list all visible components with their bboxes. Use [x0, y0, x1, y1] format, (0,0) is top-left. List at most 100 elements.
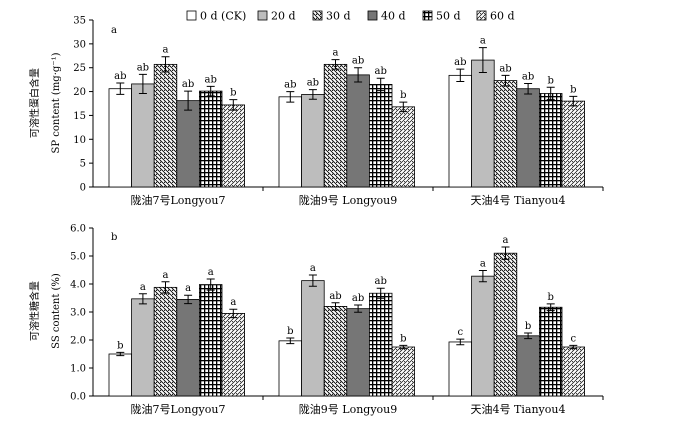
panel-a-sig-letter-40d-g1: ab — [182, 79, 194, 90]
panel-a-sig-letter-50d-g1: ab — [205, 74, 217, 85]
panel-a-sig-letter-30d-g1: a — [163, 45, 169, 56]
panel-b-errorbar-60d-g2 — [399, 344, 408, 350]
legend-swatch-60d — [476, 10, 487, 21]
panel-b-errorbar-30d-g1 — [161, 281, 170, 294]
panel-b-errorbar-40d-g2 — [354, 304, 363, 313]
panel-a-letter: a — [111, 25, 117, 36]
panel-a-errorbar-0d-g2 — [286, 91, 295, 103]
panel-b-errorbar-20d-g2 — [308, 274, 317, 287]
legend-label-20d: 20 d — [271, 10, 296, 23]
legend-item-30d: 30 d — [312, 10, 351, 23]
chart-panel-a: 可溶性蛋白含量 SP content (mg·g⁻¹) a 0 5 10 15 20 25… — [28, 16, 604, 207]
panel-a-errorbar-60d-g3 — [569, 95, 578, 107]
panel-b-ytick-label: 1.0 — [70, 364, 86, 375]
panel-a-bar-40d-g2 — [346, 74, 370, 188]
panel-a-errorbar-30d-g2 — [331, 59, 340, 70]
legend-label-0d: 0 d (CK) — [200, 10, 246, 23]
panel-b-sig-letter-30d-g1: a — [163, 270, 169, 281]
panel-a-errorbar-50d-g1 — [206, 85, 215, 97]
panel-a-bar-40d-g1 — [176, 100, 200, 188]
panel-b-ytick-label: 4.0 — [70, 280, 86, 291]
panel-b-sig-letter-40d-g1: a — [185, 283, 191, 294]
panel-a-errorbar-0d-g1 — [116, 82, 125, 95]
panel-b-errorbar-50d-g2 — [376, 287, 385, 299]
panel-a-errorbar-20d-g1 — [138, 73, 147, 94]
panel-b-bar-40d-g1 — [176, 298, 200, 397]
panel-b-bar-30d-g3 — [493, 252, 518, 397]
panel-a-bar-20d-g1 — [131, 83, 155, 188]
panel-b-errorbar-0d-g2 — [286, 337, 295, 345]
panel-b-ytick-label: 2.0 — [70, 336, 86, 347]
panel-b-bar-40d-g3 — [516, 335, 540, 397]
panel-b-bar-20d-g2 — [301, 280, 325, 397]
panel-a-errorbar-30d-g3 — [501, 74, 510, 87]
panel-a-category-1: 陇油9号 Longyou9 — [299, 193, 397, 207]
panel-a-bar-30d-g3 — [493, 80, 518, 188]
legend-item-40d: 40 d — [367, 10, 406, 23]
panel-a-bar-40d-g3 — [516, 88, 540, 188]
panel-b-sig-letter-30d-g3: a — [503, 235, 509, 246]
panel-a-bar-30d-g2 — [323, 63, 348, 188]
panel-a-sig-letter-30d-g3: ab — [499, 63, 511, 74]
panel-b-bar-60d-g3 — [561, 346, 586, 397]
panel-b-bar-0d-g3 — [448, 341, 473, 397]
panel-a-ytick-label: 35 — [73, 16, 86, 27]
panel-a-bar-0d-g3 — [448, 74, 473, 188]
panel-b-letter: b — [111, 232, 117, 243]
panel-a-ytick-label: 15 — [73, 111, 86, 122]
panel-b-sig-letter-50d-g2: ab — [375, 276, 387, 287]
panel-a-ytick-label: 30 — [73, 39, 86, 50]
panel-b-ylabel-en: SS content (%) — [51, 273, 62, 349]
panel-b-bar-20d-g3 — [471, 275, 495, 397]
panel-a-errorbar-60d-g2 — [399, 101, 408, 113]
panel-b-errorbar-50d-g3 — [546, 303, 555, 312]
panel-b-errorbar-40d-g1 — [184, 294, 193, 305]
panel-a-sig-letter-0d-g1: ab — [114, 71, 126, 82]
panel-a-bar-60d-g1 — [221, 104, 246, 188]
legend-swatch-30d — [312, 10, 323, 21]
legend-item-50d: 50 d — [422, 10, 461, 23]
panel-a-sig-letter-60d-g3: b — [570, 84, 576, 95]
panel-b-errorbar-60d-g3 — [569, 344, 578, 350]
panel-b-category-1: 陇油9号 Longyou9 — [299, 402, 397, 416]
panel-b-sig-letter-20d-g2: a — [310, 263, 316, 274]
panel-b-sig-letter-30d-g2: ab — [329, 291, 341, 302]
panel-a-bar-20d-g3 — [471, 59, 495, 188]
panel-a-bar-50d-g3 — [539, 93, 563, 188]
panel-a-errorbar-50d-g2 — [376, 77, 385, 92]
panel-b-errorbar-30d-g2 — [331, 302, 340, 311]
panel-b-bar-60d-g2 — [391, 346, 416, 397]
panel-a-sig-letter-20d-g1: ab — [137, 62, 149, 73]
panel-b-bar-0d-g2 — [278, 340, 303, 397]
panel-b-ytick-label: 5.0 — [70, 252, 86, 263]
panel-a-bar-30d-g1 — [153, 63, 178, 188]
panel-a-ytick-label: 25 — [73, 63, 86, 74]
legend-label-60d: 60 d — [490, 10, 515, 23]
chart-panel-b: 可溶性糖含量 SS content (%) b 0.0 1.0 2.0 3.0 4.0 5… — [28, 224, 604, 416]
panel-b-category-0: 陇油7号Longyou7 — [131, 402, 226, 416]
panel-a-sig-letter-60d-g2: b — [400, 90, 406, 101]
panel-b-bar-50d-g3 — [539, 306, 563, 397]
panel-b-errorbar-20d-g1 — [138, 293, 147, 305]
panel-a-sig-letter-20d-g3: a — [480, 36, 486, 47]
panel-a-ytick-label: 0 — [80, 183, 86, 194]
panel-a-errorbar-60d-g1 — [229, 99, 238, 111]
panel-b-sig-letter-60d-g3: c — [570, 333, 576, 344]
panel-a-category-2: 天油4号 Tianyou4 — [471, 193, 566, 207]
legend: 0 d (CK) 20 d 30 d 40 d 50 d 60 d — [186, 10, 515, 23]
legend-item-20d: 20 d — [257, 10, 296, 23]
panel-a-errorbar-40d-g3 — [524, 82, 533, 95]
panel-b-bar-50d-g2 — [368, 292, 393, 397]
panel-b-category-2: 天油4号 Tianyou4 — [471, 402, 566, 416]
panel-a-sig-letter-0d-g2: ab — [284, 80, 296, 91]
panel-a-ytick-label: 5 — [80, 159, 86, 170]
panel-a-bar-0d-g2 — [278, 96, 303, 188]
panel-b-ytick-label: 6.0 — [70, 224, 86, 235]
panel-b-errorbar-30d-g3 — [501, 246, 510, 260]
panel-b-sig-letter-50d-g3: b — [547, 292, 553, 303]
panel-b-bar-20d-g1 — [131, 298, 155, 397]
panel-b-bar-30d-g2 — [323, 305, 348, 397]
panel-a-errorbar-30d-g1 — [161, 56, 170, 73]
